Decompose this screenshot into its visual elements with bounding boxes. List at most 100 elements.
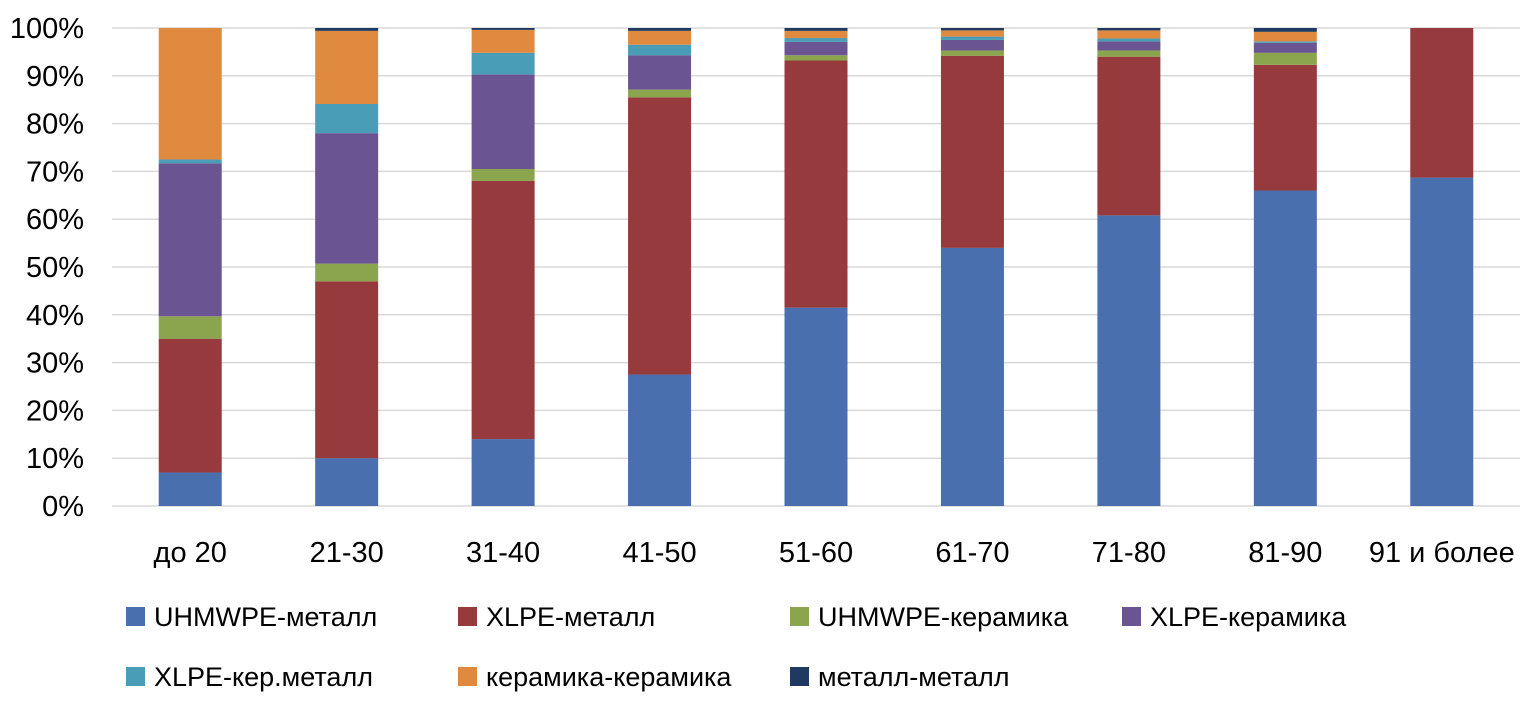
legend-item: керамика-керамика [458,662,732,692]
bar-stack [1253,28,1317,506]
legend-swatch [126,667,145,686]
bar-segment [784,30,848,39]
bar-segment [1253,52,1317,65]
bar-segment [158,316,222,339]
y-tick-label: 30% [26,348,84,380]
legend-label: XLPE-кер.металл [154,662,373,692]
bar-segment [158,28,222,160]
bar-segment [628,97,692,375]
x-tick-label: 61-70 [935,537,1009,569]
bar-segment [940,28,1004,31]
y-tick-label: 70% [26,156,84,188]
bar-stack [1097,28,1161,506]
x-tick-label: 41-50 [622,537,696,569]
legend-label: UHMWPE-металл [154,602,377,632]
y-tick-label: 0% [42,491,84,523]
bars [158,28,1474,506]
bar-segment [1253,190,1317,506]
bar-segment [315,263,379,282]
legend-swatch [126,607,145,626]
y-tick-label: 10% [26,443,84,475]
bar-segment [784,28,848,31]
legend-item: металл-металл [790,662,1010,692]
legend-swatch [1122,607,1141,626]
x-tick-label: до 20 [154,537,227,569]
bar-segment [471,180,535,440]
bar-segment [1253,41,1317,43]
bar-segment [315,104,379,134]
y-tick-label: 90% [26,61,84,93]
bar-segment [628,89,692,98]
bar-segment [1253,28,1317,32]
bar-segment [158,163,222,317]
bar-segment [1097,50,1161,57]
legend-item: XLPE-керамика [1122,602,1347,632]
bar-segment [471,28,535,30]
bar-segment [1097,215,1161,506]
y-tick-label: 60% [26,204,84,236]
x-tick-label: 71-80 [1092,537,1166,569]
bar-segment [315,281,379,459]
bar-segment [471,439,535,506]
legend-swatch [790,667,809,686]
bar-stack [940,28,1004,506]
bar-segment [1097,56,1161,216]
bar-segment [1097,41,1161,51]
y-tick-label: 20% [26,395,84,427]
bar-segment [1097,28,1161,31]
y-tick-label: 80% [26,109,84,141]
bar-segment [1410,177,1474,506]
legend-swatch [458,667,477,686]
x-tick-label: 91 и более [1369,537,1515,569]
legend-label: XLPE-металл [486,602,655,632]
legend-label: UHMWPE-керамика [818,602,1069,632]
legend-swatch [458,607,477,626]
x-tick-labels: до 20 21-30 31-40 41-50 51-60 61-70 71-80 81-90… [154,537,1515,569]
y-tick-label: 40% [26,300,84,332]
bar-segment [784,41,848,56]
bar-segment [1097,30,1161,39]
bar-segment [784,60,848,308]
bar-segment [940,55,1004,248]
bar-segment [784,38,848,42]
bar-segment [940,39,1004,51]
legend-label: керамика-керамика [486,662,732,692]
legend-item: XLPE-кер.металл [126,662,373,692]
bar-stack [315,28,379,506]
bar-segment [628,55,692,90]
x-tick-label: 81-90 [1248,537,1322,569]
legend-item: UHMWPE-металл [126,602,377,632]
bar-segment [471,52,535,75]
bar-segment [471,74,535,170]
bar-stack [158,28,222,506]
bar-segment [315,28,379,31]
bar-segment [158,338,222,473]
bar-segment [628,374,692,506]
y-tick-labels: 0% 10% 20% 30% 40% 50% 60% 70% 80% 90% 100% [10,13,84,523]
bar-segment [1253,42,1317,53]
bar-segment [315,30,379,105]
bar-stack [1410,28,1474,506]
legend-item: UHMWPE-керамика [790,602,1069,632]
bar-segment [628,44,692,56]
bar-segment [1410,28,1474,178]
x-tick-label: 21-30 [310,537,384,569]
bar-segment [628,30,692,45]
bar-segment [940,36,1004,40]
y-tick-label: 100% [10,13,84,45]
bar-stack [784,28,848,506]
legend-item: XLPE-металл [458,602,655,632]
bar-segment [1253,64,1317,191]
bar-stack [471,28,535,506]
bar-segment [471,29,535,53]
y-tick-label: 50% [26,252,84,284]
bar-segment [1253,31,1317,42]
legend-label: XLPE-керамика [1150,602,1347,632]
legend-swatch [790,607,809,626]
bar-segment [158,472,222,506]
legend-label: металл-металл [818,662,1010,692]
bar-segment [628,28,692,31]
bar-segment [158,159,222,164]
